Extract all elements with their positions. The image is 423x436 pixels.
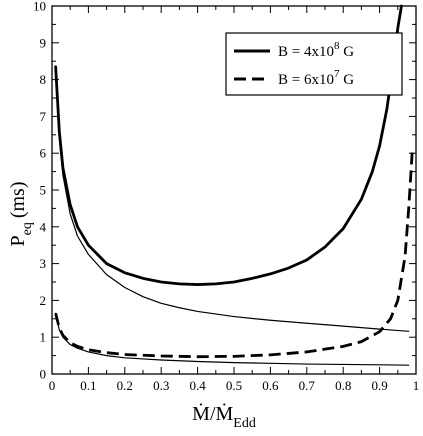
x-tick-label: 0 [49, 378, 56, 393]
axis-ticks: 0 0.1 0.2 0.3 0.4 0.5 0.6 0.7 0.8 0.9 101234567891… [33, 0, 419, 393]
legend-label-2: B = 6x107 G [278, 68, 354, 88]
x-tick-label: 0.2 [117, 378, 133, 393]
y-tick-label: 5 [40, 183, 47, 198]
series-line-3-dashed-thick [54, 149, 414, 359]
x-tick-label: 0.4 [189, 378, 206, 393]
x-tick-label: 0.6 [262, 378, 279, 393]
x-tick-label: 0.7 [299, 378, 316, 393]
series-layer [54, 4, 414, 366]
x-tick-label: 0.1 [80, 378, 96, 393]
x-tick-label: 0.9 [371, 378, 387, 393]
y-tick-label: 0 [40, 367, 47, 382]
legend-label-1: B = 4x108 G [278, 40, 354, 60]
series-line-1-solid-thick [54, 4, 403, 286]
y-axis-title: Peq(ms) [7, 181, 35, 246]
y-tick-label: 3 [40, 256, 47, 271]
y-tick-label: 10 [33, 0, 46, 14]
x-tick-label: 1 [413, 378, 420, 393]
y-tick-label: 6 [40, 146, 47, 161]
x-tick-label: 0.8 [335, 378, 351, 393]
y-tick-label: 9 [40, 35, 47, 50]
y-tick-label: 1 [40, 330, 47, 345]
y-tick-label: 8 [40, 72, 47, 87]
plot-frame [51, 5, 417, 375]
legend-box [225, 32, 403, 96]
series-line-4-solid-thin [55, 312, 410, 366]
legend: B = 4x108 G B = 6x107 G [225, 32, 403, 96]
x-tick-label: 0.5 [226, 378, 242, 393]
y-tick-label: 2 [40, 293, 47, 308]
x-tick-label: 0.3 [153, 378, 169, 393]
series-line-2-solid-thin [55, 66, 410, 332]
y-tick-label: 4 [40, 219, 47, 234]
x-axis-title: Ṁ/ṀEdd [192, 402, 256, 431]
y-tick-label: 7 [40, 109, 47, 124]
